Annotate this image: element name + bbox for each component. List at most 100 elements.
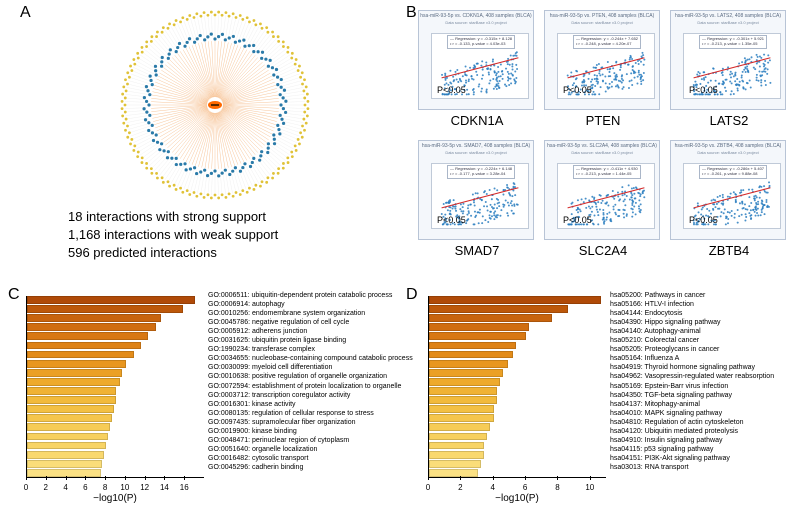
bar bbox=[429, 314, 552, 322]
scatter-sub: Data source: starBase v3.0 project bbox=[419, 20, 533, 25]
bar bbox=[429, 332, 526, 340]
p-value: P<0.05 bbox=[689, 215, 718, 225]
text-weak: 1,168 interactions with weak support bbox=[68, 226, 278, 244]
bar bbox=[27, 369, 122, 377]
scatter-sub: Data source: starBase v3.0 project bbox=[419, 150, 533, 155]
bar-label: GO:0003712: transcription coregulator ac… bbox=[208, 392, 350, 399]
tick: 10 bbox=[120, 483, 129, 492]
bar bbox=[429, 414, 494, 422]
tick: 16 bbox=[180, 483, 189, 492]
scatter-cell: hsa-miR-93-5p vs. CDKN1A, 408 samples (B… bbox=[418, 10, 536, 138]
tick: 2 bbox=[458, 483, 462, 492]
bar bbox=[27, 433, 108, 441]
xlabel-c: −log10(P) bbox=[26, 493, 204, 504]
bar-label: GO:0051640: organelle localization bbox=[208, 446, 317, 453]
bar bbox=[429, 405, 494, 413]
text-strong: 18 interactions with strong support bbox=[68, 208, 266, 226]
p-value: P<0.05 bbox=[689, 85, 718, 95]
scatter-legend: — Regression: y = -0.286x + 5.407• r = -… bbox=[699, 165, 767, 179]
bar-row bbox=[429, 433, 607, 441]
bar-row bbox=[429, 405, 607, 413]
bar-row bbox=[27, 342, 205, 350]
p-value: P<0.05 bbox=[437, 85, 466, 95]
tick: 14 bbox=[160, 483, 169, 492]
scatter-legend: — Regression: y = -0.224x + 6.148• r = -… bbox=[447, 165, 515, 179]
scatter-box: hsa-miR-93-5p vs. CDKN1A, 408 samples (B… bbox=[418, 10, 534, 110]
gene-label: LATS2 bbox=[670, 113, 788, 128]
bar bbox=[27, 460, 102, 468]
p-value: P<0.05 bbox=[437, 215, 466, 225]
bar-row bbox=[429, 387, 607, 395]
bar-row bbox=[429, 314, 607, 322]
bar-label: GO:0034655: nucleobase-containing compou… bbox=[208, 355, 413, 362]
bar-label: GO:1990234: transferase complex bbox=[208, 346, 315, 353]
ticks-c: 0246810121416 bbox=[26, 480, 204, 492]
bar-label: hsa04962: Vasopressin-regulated water re… bbox=[610, 373, 774, 380]
bar-row bbox=[27, 442, 205, 450]
bar-label: hsa04010: MAPK signaling pathway bbox=[610, 410, 722, 417]
p-value: P<0.05 bbox=[563, 215, 592, 225]
tick: 4 bbox=[63, 483, 67, 492]
bar-row bbox=[27, 433, 205, 441]
bar bbox=[27, 469, 101, 477]
bar-row bbox=[27, 323, 205, 331]
bar-row bbox=[27, 387, 205, 395]
tick: 12 bbox=[140, 483, 149, 492]
bar-label: GO:0045296: cadherin binding bbox=[208, 464, 303, 471]
bar-label: hsa05205: Proteoglycans in cancer bbox=[610, 346, 719, 353]
bar bbox=[429, 378, 500, 386]
bar-row bbox=[27, 296, 205, 304]
bar bbox=[27, 360, 126, 368]
bar-label: hsa04144: Endocytosis bbox=[610, 310, 682, 317]
bar bbox=[429, 369, 503, 377]
scatter-title: hsa-miR-93-5p vs. LATS2, 408 samples (BL… bbox=[671, 13, 785, 19]
bar-row bbox=[27, 469, 205, 477]
bar-row bbox=[27, 378, 205, 386]
scatter-title: hsa-miR-93-5p vs. PTEN, 408 samples (BLC… bbox=[545, 13, 659, 19]
bars-c bbox=[26, 296, 204, 478]
bar-row bbox=[429, 369, 607, 377]
bar-label: GO:0080135: regulation of cellular respo… bbox=[208, 410, 374, 417]
bar-row bbox=[27, 396, 205, 404]
bar-row bbox=[27, 351, 205, 359]
bar-label: hsa05164: Influenza A bbox=[610, 355, 679, 362]
bar bbox=[429, 342, 516, 350]
bar-label: GO:0019900: kinase binding bbox=[208, 428, 297, 435]
bar-label: hsa05210: Colorectal cancer bbox=[610, 337, 699, 344]
tick: 8 bbox=[103, 483, 107, 492]
tick: 4 bbox=[490, 483, 494, 492]
bar bbox=[429, 451, 484, 459]
bar-label: hsa05200: Pathways in cancer bbox=[610, 292, 705, 299]
bar bbox=[429, 442, 484, 450]
bar bbox=[27, 396, 116, 404]
bar-row bbox=[429, 469, 607, 477]
tick: 0 bbox=[426, 483, 430, 492]
bar-label: GO:0005912: adherens junction bbox=[208, 328, 307, 335]
bar-label: hsa05166: HTLV-I infection bbox=[610, 301, 694, 308]
bar-label: GO:0048471: perinuclear region of cytopl… bbox=[208, 437, 349, 444]
bar-row bbox=[429, 342, 607, 350]
bar-row bbox=[429, 305, 607, 313]
bar-label: hsa04151: PI3K-Akt signaling pathway bbox=[610, 455, 730, 462]
tick: 8 bbox=[555, 483, 559, 492]
bar-label: GO:0031625: ubiquitin protein ligase bin… bbox=[208, 337, 346, 344]
bar bbox=[27, 423, 110, 431]
scatter-sub: Data source: starBase v3.0 project bbox=[545, 150, 659, 155]
panel-b: hsa-miR-93-5p vs. CDKN1A, 408 samples (B… bbox=[418, 8, 798, 278]
bar-row bbox=[429, 396, 607, 404]
bar-label: GO:0072594: establishment of protein loc… bbox=[208, 383, 401, 390]
bar-row bbox=[27, 405, 205, 413]
scatter-box: hsa-miR-93-5p vs. SLC2A4, 408 samples (B… bbox=[544, 140, 660, 240]
scatter-legend: — Regression: y = -0.301x + 5.921• r = -… bbox=[699, 35, 767, 49]
bar bbox=[27, 451, 104, 459]
bar-row bbox=[429, 442, 607, 450]
bar bbox=[27, 378, 120, 386]
bar bbox=[27, 351, 134, 359]
bar-label: GO:0006914: autophagy bbox=[208, 301, 285, 308]
scatter-box: hsa-miR-93-5p vs. ZBTB4, 408 samples (BL… bbox=[670, 140, 786, 240]
gene-label: ZBTB4 bbox=[670, 243, 788, 258]
scatter-title: hsa-miR-93-5p vs. SMAD7, 408 samples (BL… bbox=[419, 143, 533, 149]
text-predicted: 596 predicted interactions bbox=[68, 244, 217, 262]
bar-label: GO:0010256: endomembrane system organiza… bbox=[208, 310, 365, 317]
scatter-cell: hsa-miR-93-5p vs. LATS2, 408 samples (BL… bbox=[670, 10, 788, 138]
